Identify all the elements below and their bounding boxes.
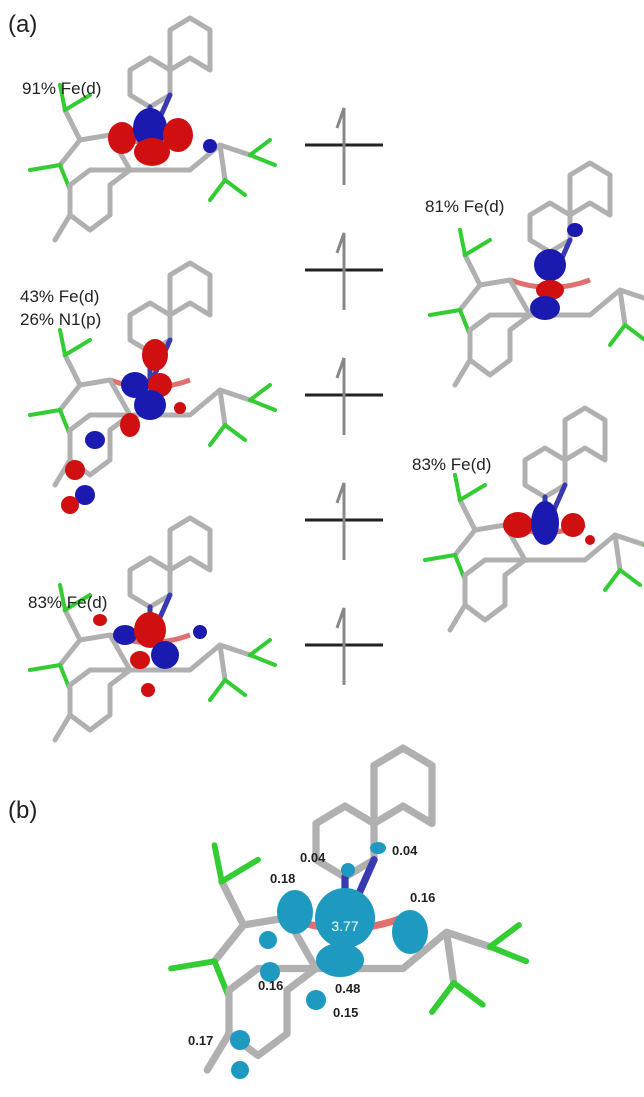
spin-value: 0.17 xyxy=(188,1033,213,1048)
orbital-label: 81% Fe(d) xyxy=(425,197,504,216)
orbital-lobes xyxy=(61,108,595,697)
orbital-label: 91% Fe(d) xyxy=(22,79,101,98)
spin-value: 0.15 xyxy=(333,1005,358,1020)
energy-levels xyxy=(305,108,383,685)
orbital-label: 43% Fe(d) xyxy=(20,287,99,306)
spin-value: 0.04 xyxy=(392,843,418,858)
spin-value: 0.48 xyxy=(335,981,360,996)
figure: (a) 91% Fe(d) 81% Fe(d) 43% Fe(d) 26% N1… xyxy=(0,0,644,1097)
spin-value: 0.18 xyxy=(270,871,295,886)
spin-value: 3.77 xyxy=(331,918,358,934)
orbital-label: 83% Fe(d) xyxy=(28,593,107,612)
spin-density-lobes xyxy=(230,842,428,1079)
panel-label: (b) xyxy=(8,797,37,824)
panel-label: (a) xyxy=(8,11,37,38)
orbital-label: 26% N1(p) xyxy=(20,310,101,329)
spin-value: 0.04 xyxy=(300,850,326,865)
spin-value: 0.16 xyxy=(410,890,435,905)
spin-value: 0.16 xyxy=(258,978,283,993)
orbital-label: 83% Fe(d) xyxy=(412,455,491,474)
